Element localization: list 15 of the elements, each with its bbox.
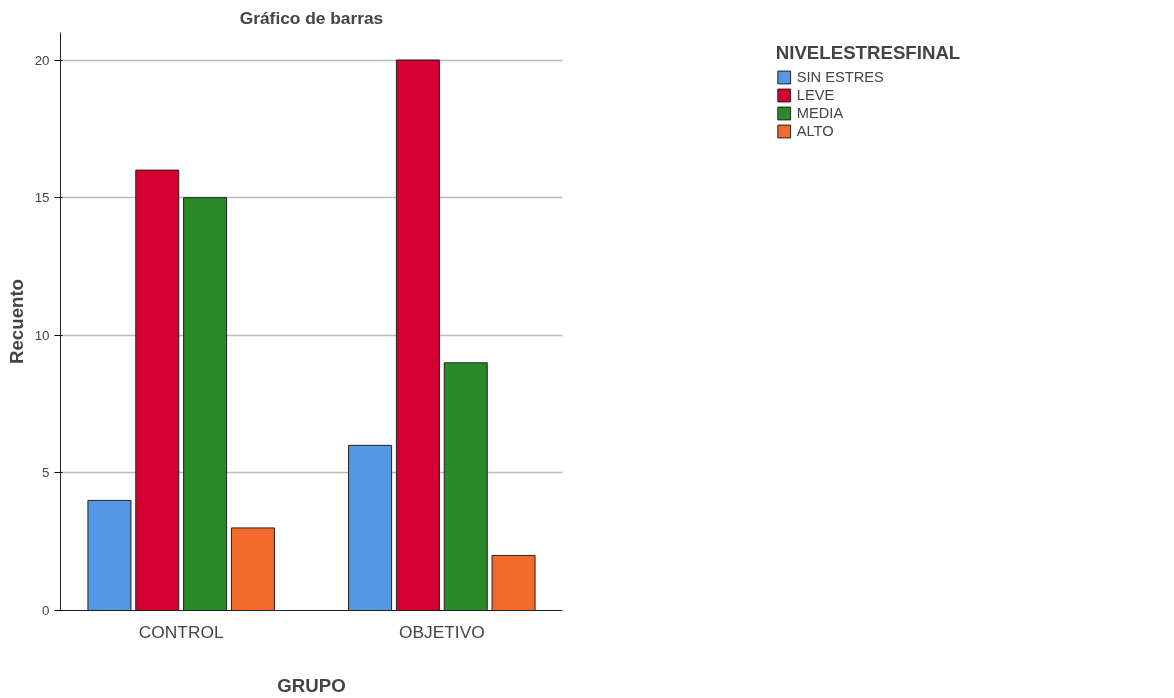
legend-label: MEDIA <box>796 105 844 121</box>
chart-title: Gráfico de barras <box>239 7 384 28</box>
x-tick-label: CONTROL <box>138 621 224 642</box>
y-tick-label: 0 <box>42 603 50 618</box>
y-tick-label: 15 <box>34 190 50 206</box>
y-tick-label: 20 <box>34 52 50 68</box>
x-tick-label: OBJETIVO <box>398 621 485 642</box>
x-axis-title: GRUPO <box>277 674 346 696</box>
y-axis-title: Recuento <box>5 278 27 364</box>
y-tick-label: 5 <box>42 465 50 481</box>
legend-label: LEVE <box>796 87 835 103</box>
legend-label: ALTO <box>796 123 834 139</box>
y-tick-label: 10 <box>34 327 50 343</box>
legend-title: NIVELESTRESFINAL <box>775 42 961 64</box>
legend-label: SIN ESTRES <box>796 69 884 85</box>
